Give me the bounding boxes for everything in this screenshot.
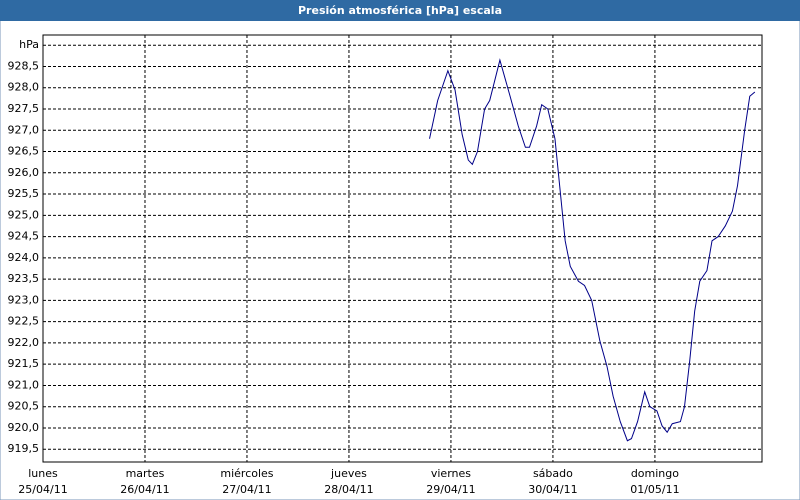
- x-tick-label: jueves: [330, 467, 367, 480]
- x-tick-label: viernes: [431, 467, 471, 480]
- y-tick-label: 920,0: [8, 421, 40, 434]
- y-tick-label: 928,0: [8, 81, 40, 94]
- line: [429, 58, 756, 442]
- y-tick-label: 921,5: [8, 357, 40, 370]
- y-tick-label: 926,0: [8, 166, 40, 179]
- x-tick-label: sábado: [533, 467, 573, 480]
- y-tick-label: 922,0: [8, 336, 40, 349]
- y-tick-label: 925,0: [8, 208, 40, 221]
- y-tick-label: 923,0: [8, 293, 40, 306]
- y-tick-label: 924,5: [8, 230, 40, 243]
- x-tick-date: 27/04/11: [222, 483, 271, 496]
- y-tick-label: 927,5: [8, 102, 40, 115]
- x-tick-date: 30/04/11: [528, 483, 577, 496]
- x-tick-date: 28/04/11: [324, 483, 373, 496]
- x-tick-date: 26/04/11: [120, 483, 169, 496]
- y-tick-label: 922,5: [8, 315, 40, 328]
- title-bar: [0, 0, 800, 21]
- chart-title: Presión atmosférica [hPa] escala: [298, 4, 502, 17]
- x-tick-date: 01/05/11: [630, 483, 679, 496]
- y-tick-label: 921,0: [8, 378, 40, 391]
- x-tick-label: domingo: [631, 467, 679, 480]
- y-tick-label: 928,5: [8, 59, 40, 72]
- y-tick-label: 926,5: [8, 145, 40, 158]
- x-tick-label: martes: [126, 467, 165, 480]
- y-tick-label: 920,5: [8, 400, 40, 413]
- y-tick-label: 924,0: [8, 251, 40, 264]
- y-tick-label: 919,5: [8, 442, 40, 455]
- y-tick-label: 927,0: [8, 123, 40, 136]
- y-tick-label: 925,5: [8, 187, 40, 200]
- y-tick-label: hPa: [19, 38, 39, 51]
- x-tick-date: 25/04/11: [18, 483, 67, 496]
- x-tick-date: 29/04/11: [426, 483, 475, 496]
- x-tick-label: miércoles: [220, 467, 273, 480]
- y-tick-label: 923,5: [8, 272, 40, 285]
- x-tick-label: lunes: [28, 467, 58, 480]
- plot-area: [42, 34, 763, 463]
